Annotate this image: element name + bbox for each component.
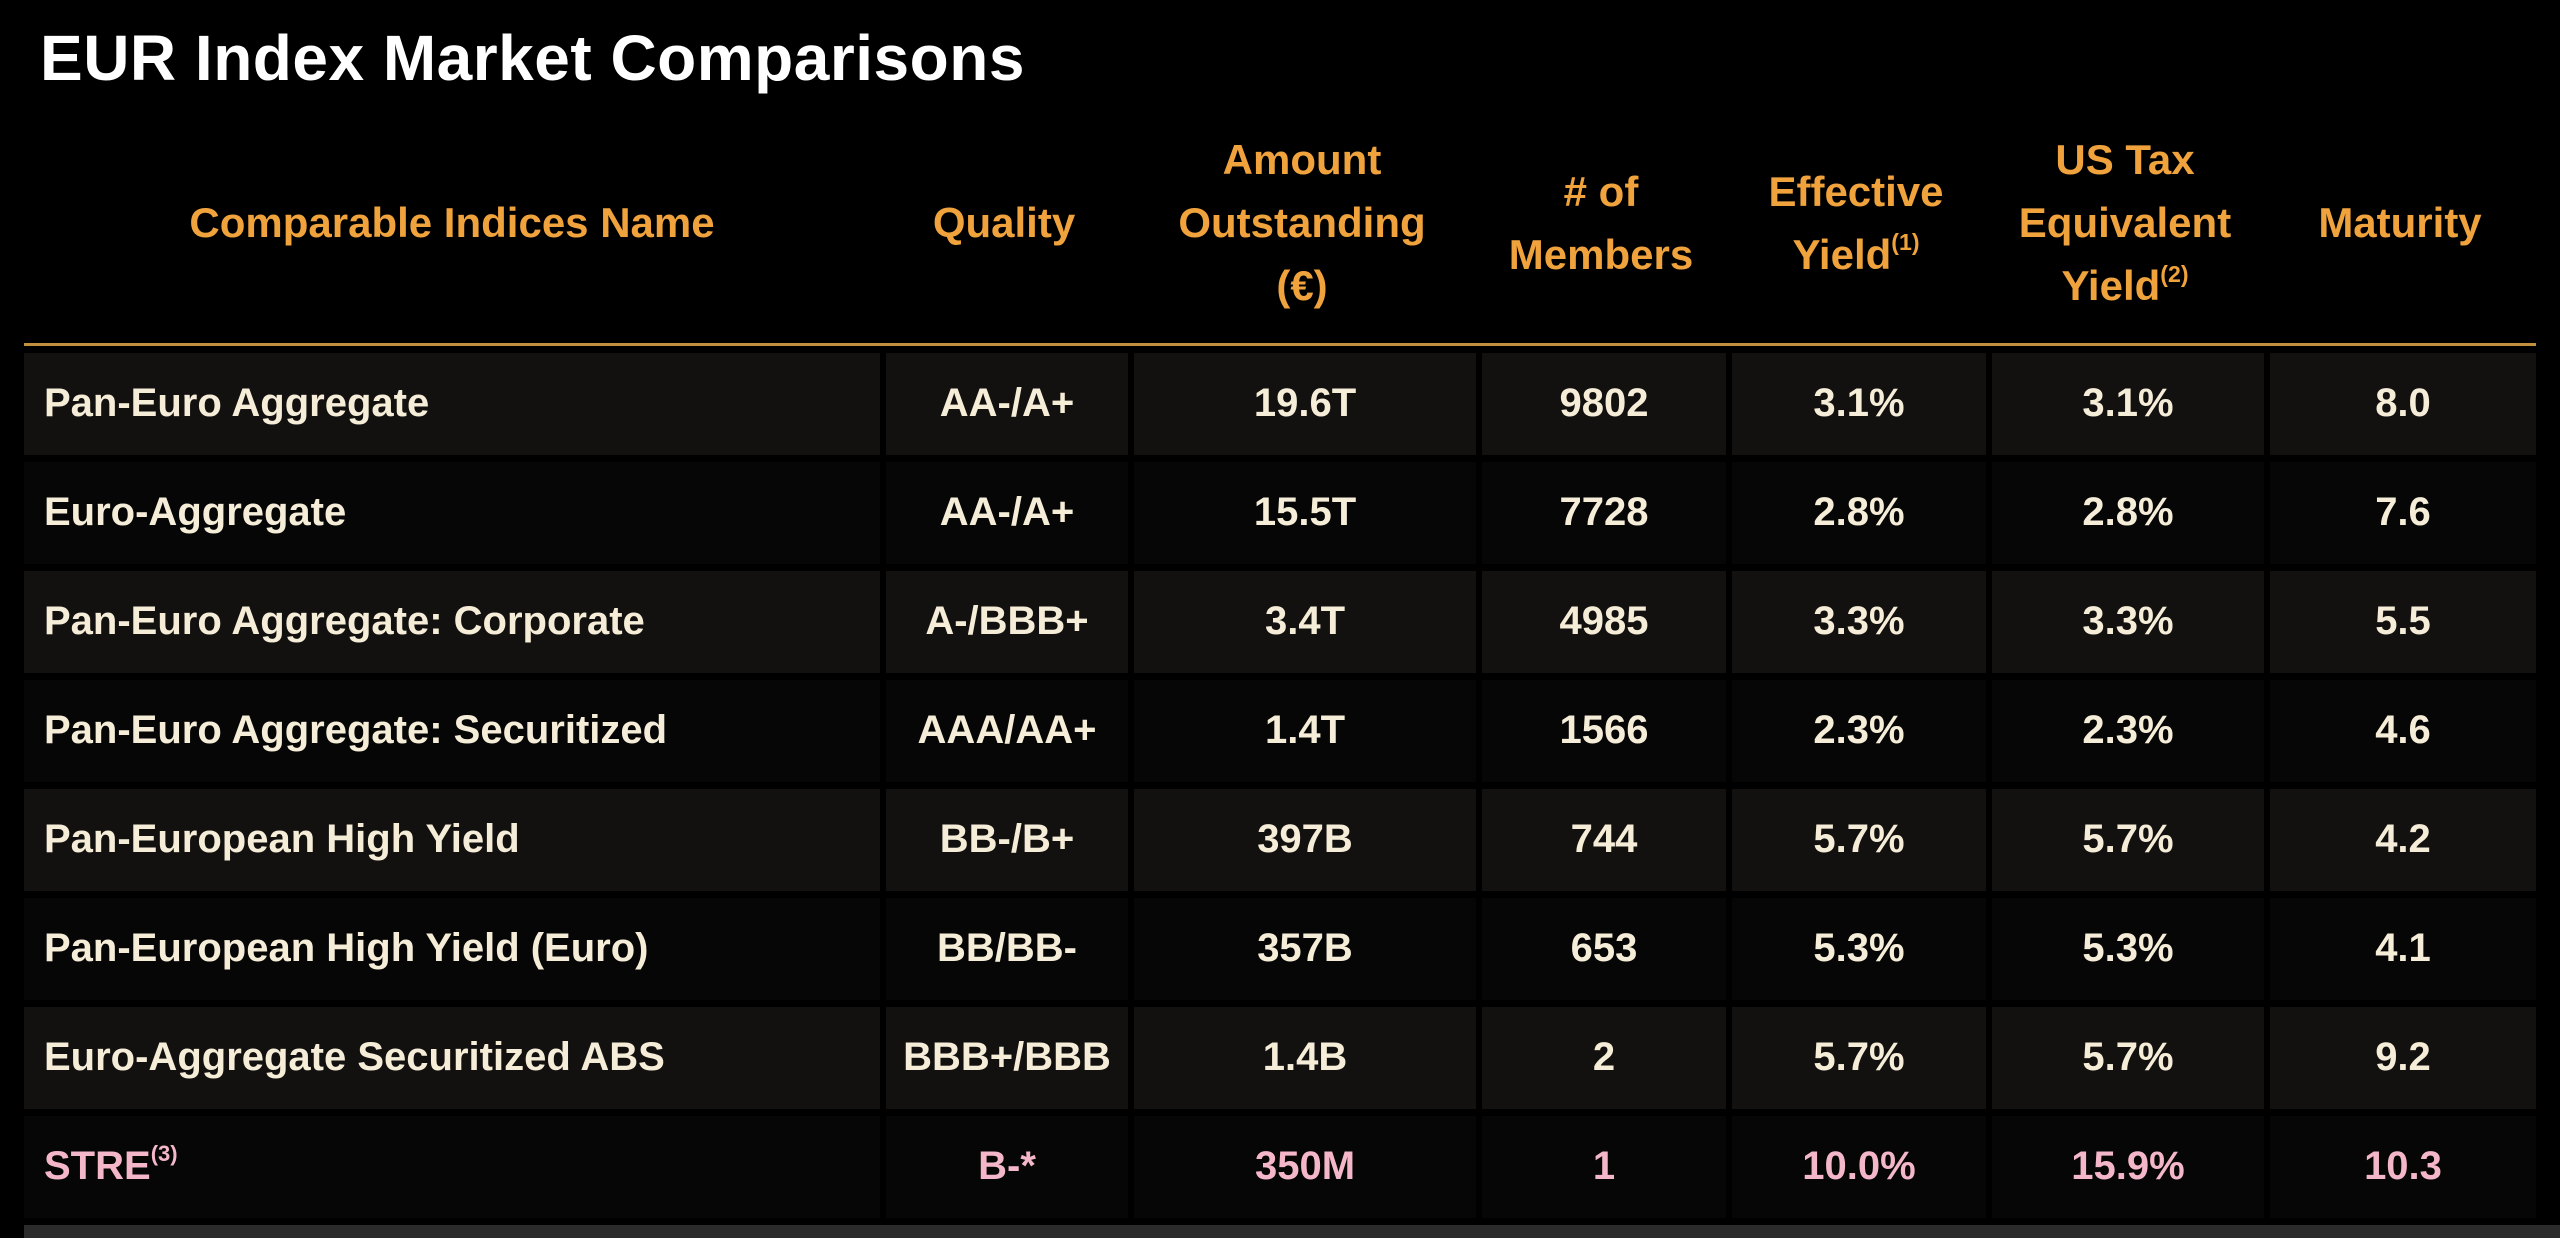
- cell-quality: A-/BBB+: [880, 570, 1128, 673]
- cell-effective-yield: 3.3%: [1726, 570, 1986, 673]
- table-row: Euro-Aggregate Securitized ABS BBB+/BBB …: [24, 1006, 2536, 1109]
- cell-maturity: 4.1: [2264, 897, 2536, 1000]
- table-row: Pan-European High Yield (Euro) BB/BB- 35…: [24, 897, 2536, 1000]
- cell-quality: BB/BB-: [880, 897, 1128, 1000]
- cell-members: 1: [1476, 1115, 1726, 1218]
- column-header-us-tax-equivalent-yield: US Tax Equivalent Yield(2): [1986, 103, 2264, 346]
- cell-effective-yield: 5.3%: [1726, 897, 1986, 1000]
- cell-maturity: 8.0: [2264, 352, 2536, 455]
- cell-name: Euro-Aggregate Securitized ABS: [24, 1006, 880, 1109]
- column-header-label: Amount Outstanding (€): [1178, 136, 1426, 310]
- cell-quality: BB-/B+: [880, 788, 1128, 891]
- index-name: Euro-Aggregate: [44, 490, 347, 535]
- cell-amount: 19.6T: [1128, 352, 1476, 455]
- index-name: Pan-Euro Aggregate: Corporate: [44, 599, 645, 644]
- cell-maturity: 5.5: [2264, 570, 2536, 673]
- column-header-label: US Tax Equivalent Yield: [2018, 136, 2232, 310]
- cell-quality: AA-/A+: [880, 352, 1128, 455]
- cell-name: Pan-Euro Aggregate: Corporate: [24, 570, 880, 673]
- cell-name: Euro-Aggregate: [24, 461, 880, 564]
- cell-maturity: 10.3: [2264, 1115, 2536, 1218]
- cell-tax-equivalent-yield: 5.7%: [1986, 788, 2264, 891]
- cell-tax-equivalent-yield: 5.7%: [1986, 1006, 2264, 1109]
- cell-tax-equivalent-yield: 2.8%: [1986, 461, 2264, 564]
- column-header-maturity: Maturity: [2264, 103, 2536, 346]
- cell-quality: AA-/A+: [880, 461, 1128, 564]
- cell-amount: 3.4T: [1128, 570, 1476, 673]
- cell-effective-yield: 5.7%: [1726, 788, 1986, 891]
- table-row: Pan-European High Yield BB-/B+ 397B 744 …: [24, 788, 2536, 891]
- cell-tax-equivalent-yield: 2.3%: [1986, 679, 2264, 782]
- column-header-comparable-indices-name: Comparable Indices Name: [24, 103, 880, 346]
- column-header-num-members: # of Members: [1476, 103, 1726, 346]
- comparison-table: Comparable Indices Name Quality Amount O…: [24, 96, 2536, 1225]
- cell-maturity: 7.6: [2264, 461, 2536, 564]
- cell-tax-equivalent-yield: 3.1%: [1986, 352, 2264, 455]
- index-name: Pan-European High Yield (Euro): [44, 926, 649, 971]
- table-row: Pan-Euro Aggregate AA-/A+ 19.6T 9802 3.1…: [24, 352, 2536, 455]
- cell-amount: 397B: [1128, 788, 1476, 891]
- cell-amount: 357B: [1128, 897, 1476, 1000]
- column-header-label: # of Members: [1508, 167, 1694, 278]
- column-header-label: Comparable Indices Name: [189, 199, 715, 247]
- cell-effective-yield: 2.8%: [1726, 461, 1986, 564]
- cell-effective-yield: 3.1%: [1726, 352, 1986, 455]
- page-title: EUR Index Market Comparisons: [40, 22, 1025, 94]
- cell-amount: 1.4B: [1128, 1006, 1476, 1109]
- cell-members: 4985: [1476, 570, 1726, 673]
- table-row: Euro-Aggregate AA-/A+ 15.5T 7728 2.8% 2.…: [24, 461, 2536, 564]
- cell-members: 9802: [1476, 352, 1726, 455]
- table-row: Pan-Euro Aggregate: Securitized AAA/AA+ …: [24, 679, 2536, 782]
- index-name: Pan-Euro Aggregate: [44, 381, 430, 426]
- cell-members: 7728: [1476, 461, 1726, 564]
- table-header-row: Comparable Indices Name Quality Amount O…: [24, 103, 2536, 346]
- index-name: Pan-Euro Aggregate: Securitized: [44, 708, 668, 753]
- column-header-amount-outstanding: Amount Outstanding (€): [1128, 103, 1476, 346]
- cell-members: 1566: [1476, 679, 1726, 782]
- cell-name: Pan-Euro Aggregate: [24, 352, 880, 455]
- footnote-marker-3: (3): [150, 1141, 178, 1167]
- cell-amount: 1.4T: [1128, 679, 1476, 782]
- cell-members: 2: [1476, 1006, 1726, 1109]
- footnote-marker-1: (1): [1891, 229, 1920, 256]
- cell-effective-yield: 5.7%: [1726, 1006, 1986, 1109]
- cell-effective-yield: 2.3%: [1726, 679, 1986, 782]
- column-header-effective-yield: Effective Yield(1): [1726, 103, 1986, 346]
- cell-tax-equivalent-yield: 15.9%: [1986, 1115, 2264, 1218]
- cell-name: STRE(3): [24, 1115, 880, 1218]
- cell-tax-equivalent-yield: 5.3%: [1986, 897, 2264, 1000]
- cell-maturity: 4.6: [2264, 679, 2536, 782]
- column-header-label: Maturity: [2318, 199, 2482, 247]
- cell-quality: AAA/AA+: [880, 679, 1128, 782]
- cell-members: 744: [1476, 788, 1726, 891]
- cell-members: 653: [1476, 897, 1726, 1000]
- cell-tax-equivalent-yield: 3.3%: [1986, 570, 2264, 673]
- cell-effective-yield: 10.0%: [1726, 1115, 1986, 1218]
- column-header-label: Effective Yield: [1768, 167, 1944, 278]
- footnote-marker-2: (2): [2160, 260, 2189, 287]
- cell-name: Pan-Euro Aggregate: Securitized: [24, 679, 880, 782]
- cell-amount: 350M: [1128, 1115, 1476, 1218]
- cell-quality: B-*: [880, 1115, 1128, 1218]
- index-name: Pan-European High Yield: [44, 817, 520, 862]
- column-header-quality: Quality: [880, 103, 1128, 346]
- bottom-strip: [24, 1225, 2560, 1238]
- cell-name: Pan-European High Yield: [24, 788, 880, 891]
- cell-maturity: 9.2: [2264, 1006, 2536, 1109]
- column-header-label: Quality: [932, 199, 1076, 247]
- table-row-highlighted: STRE(3) B-* 350M 1 10.0% 15.9% 10.3: [24, 1115, 2536, 1218]
- cell-name: Pan-European High Yield (Euro): [24, 897, 880, 1000]
- cell-maturity: 4.2: [2264, 788, 2536, 891]
- index-name: STRE: [44, 1144, 151, 1189]
- cell-quality: BBB+/BBB: [880, 1006, 1128, 1109]
- cell-amount: 15.5T: [1128, 461, 1476, 564]
- index-name: Euro-Aggregate Securitized ABS: [44, 1035, 665, 1080]
- table-row: Pan-Euro Aggregate: Corporate A-/BBB+ 3.…: [24, 570, 2536, 673]
